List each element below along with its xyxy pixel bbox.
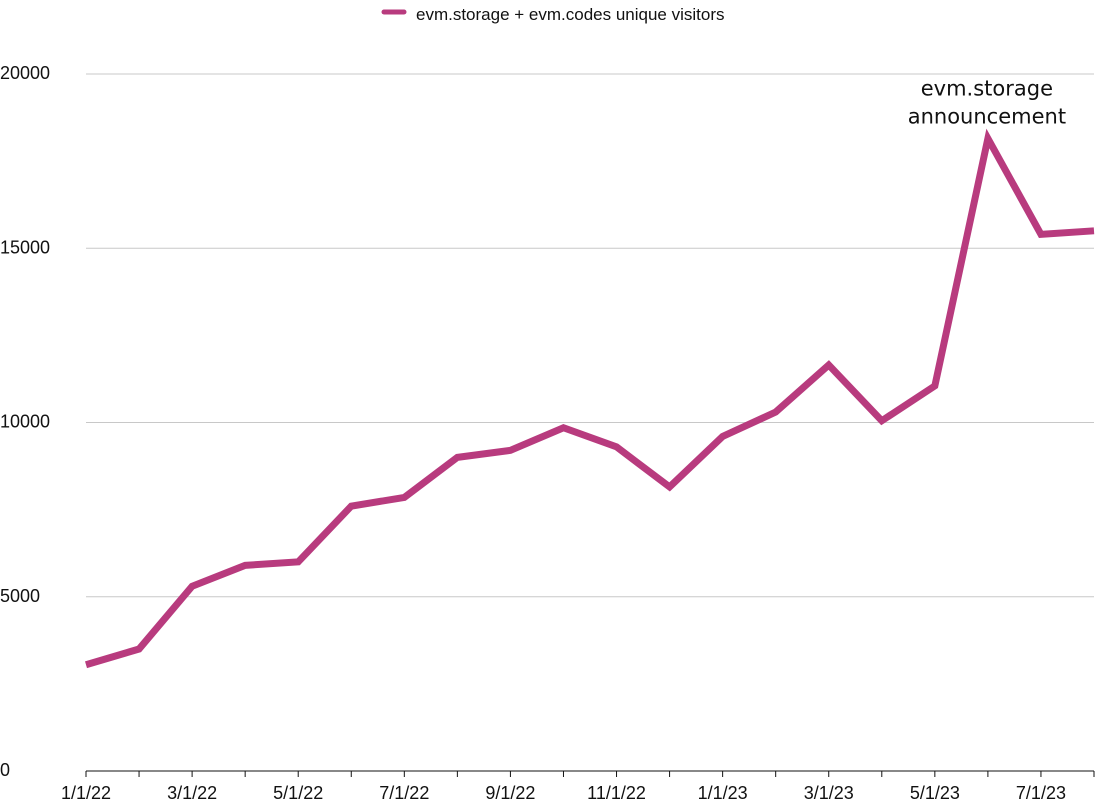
x-tick-label: 3/1/22 (167, 783, 217, 803)
annotation-line-2: announcement (908, 104, 1066, 128)
peak-annotation: evm.storage announcement (908, 76, 1066, 128)
y-tick-label: 0 (0, 760, 10, 780)
x-tick-label: 9/1/22 (485, 783, 535, 803)
legend-series-label: evm.storage + evm.codes unique visitors (416, 5, 725, 24)
y-tick-label: 20000 (0, 63, 50, 83)
x-tick-label: 7/1/22 (379, 783, 429, 803)
grid-layer (86, 73, 1094, 598)
x-tick-label: 1/1/22 (61, 783, 111, 803)
annotation-line-1: evm.storage (921, 76, 1053, 100)
y-tick-label: 5000 (0, 586, 40, 606)
y-tick-label: 15000 (0, 237, 50, 257)
x-tick-label: 5/1/23 (910, 783, 960, 803)
series-layer (85, 128, 1095, 669)
x-tick-label: 3/1/23 (804, 783, 854, 803)
x-tick-label: 5/1/22 (273, 783, 323, 803)
x-tick-label: 7/1/23 (1016, 783, 1066, 803)
x-tick-label: 1/1/23 (698, 783, 748, 803)
y-tick-label: 10000 (0, 412, 50, 432)
legend: evm.storage + evm.codes unique visitors (381, 5, 725, 24)
x-tick-label: 11/1/22 (587, 783, 646, 803)
axis-layer: 0 5000 10000 15000 20000 1/1/22 3/1/22 5/1/22 7/… (0, 63, 1095, 803)
series-line (85, 128, 1095, 669)
